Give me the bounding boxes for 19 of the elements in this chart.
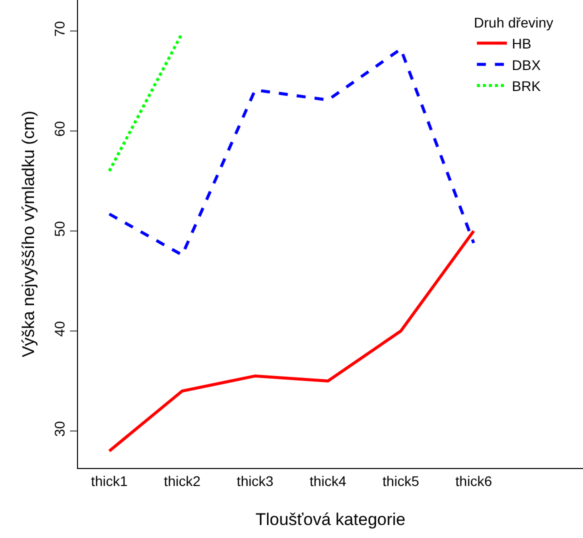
x-tick-label: thick3 xyxy=(236,472,274,489)
x-tick-label: thick2 xyxy=(164,472,201,489)
legend-title: Druh dřeviny xyxy=(474,14,554,31)
y-tick-label: 70 xyxy=(51,20,68,37)
y-tick-label: 60 xyxy=(51,120,68,137)
x-tick-label: thick5 xyxy=(382,472,420,489)
y-tick-label: 50 xyxy=(51,220,68,237)
x-tick-label: thick1 xyxy=(91,472,128,489)
x-axis-title: Tloušťová kategorie xyxy=(255,510,406,530)
y-tick-label: 30 xyxy=(51,420,68,437)
legend-label: HB xyxy=(512,36,532,52)
legend-label: BRK xyxy=(512,78,542,94)
legend-label: DBX xyxy=(512,56,542,73)
line-series xyxy=(108,230,476,452)
x-tick-label: thick4 xyxy=(310,472,346,489)
line-series xyxy=(108,48,476,256)
y-axis-title: Výška nejvyššího výmladku (cm) xyxy=(19,110,38,358)
y-tick-label: 40 xyxy=(51,320,68,337)
x-tick-label: thick6 xyxy=(455,472,492,489)
